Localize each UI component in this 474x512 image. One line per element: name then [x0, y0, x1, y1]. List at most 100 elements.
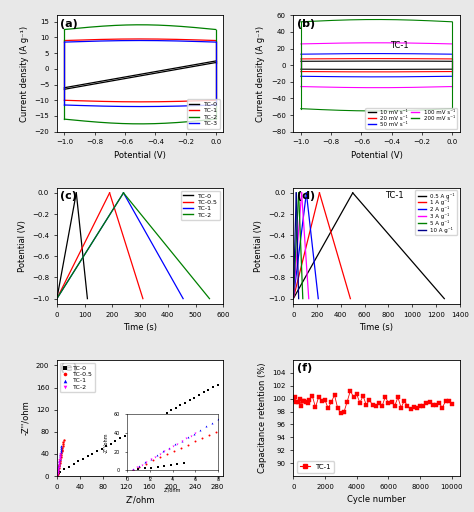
TC-2 — [56, 455, 64, 463]
TC-1 — [56, 455, 64, 463]
TC-0 — [61, 465, 68, 473]
TC-1 — [54, 470, 61, 478]
Text: (d): (d) — [297, 191, 315, 201]
TC-1 — [57, 444, 65, 452]
TC-0 — [65, 462, 73, 471]
TC-0 — [98, 444, 105, 453]
TC-0.5 — [55, 466, 62, 474]
TC-0.5 — [55, 464, 63, 473]
TC-0 — [163, 409, 170, 417]
Y-axis label: Capacitance retention (%): Capacitance retention (%) — [257, 362, 266, 473]
Y-axis label: -Z''/ohm: -Z''/ohm — [21, 400, 30, 435]
Legend: TC-0, TC-0.5, TC-1, TC-2: TC-0, TC-0.5, TC-1, TC-2 — [181, 190, 220, 220]
Legend: 10 mV s⁻¹, 20 mV s⁻¹, 50 mV s⁻¹, 100 mV s⁻¹, 200 mV s⁻¹: 10 mV s⁻¹, 20 mV s⁻¹, 50 mV s⁻¹, 100 mV … — [365, 108, 457, 129]
TC-0.5 — [58, 447, 65, 456]
X-axis label: Z'/ohm: Z'/ohm — [126, 495, 155, 504]
TC-1 — [54, 467, 62, 476]
TC-0.5 — [57, 453, 64, 461]
TC-1 — [56, 452, 64, 460]
TC-0 — [191, 393, 198, 401]
TC-0 — [149, 416, 156, 424]
Legend: TC-1: TC-1 — [297, 461, 334, 473]
TC-0 — [56, 467, 64, 476]
TC-0.5 — [57, 451, 65, 459]
TC-0.5 — [54, 468, 62, 476]
TC-0.5 — [54, 470, 61, 478]
TC-2 — [56, 450, 64, 458]
Text: (e): (e) — [60, 364, 78, 373]
TC-0 — [186, 396, 193, 404]
TC-0 — [116, 434, 124, 442]
TC-0 — [182, 398, 189, 407]
TC-1 — [55, 457, 63, 465]
TC-0.5 — [58, 445, 66, 454]
TC-2 — [55, 456, 63, 464]
TC-0 — [56, 467, 64, 476]
Text: (a): (a) — [60, 19, 78, 29]
TC-0 — [158, 411, 166, 419]
TC-1 — [57, 448, 64, 456]
TC-0.5 — [59, 440, 67, 448]
Text: (c): (c) — [60, 191, 77, 201]
Text: (f): (f) — [297, 364, 312, 373]
TC-0 — [130, 426, 138, 435]
TC-1 — [58, 441, 65, 450]
X-axis label: Cycle number: Cycle number — [347, 495, 406, 504]
Y-axis label: Potential (V): Potential (V) — [254, 220, 263, 272]
TC-0 — [200, 388, 208, 396]
TC-0 — [107, 439, 115, 447]
TC-0 — [55, 468, 63, 476]
TC-0 — [167, 406, 175, 414]
TC-2 — [54, 472, 61, 480]
Legend: TC-0, TC-0.5, TC-1, TC-2: TC-0, TC-0.5, TC-1, TC-2 — [60, 363, 95, 392]
TC-0.5 — [60, 436, 68, 444]
TC-0.5 — [55, 462, 63, 471]
TC-0 — [79, 455, 87, 463]
TC-1 — [54, 472, 61, 480]
TC-1 — [55, 463, 62, 471]
Text: TC-1: TC-1 — [390, 41, 409, 50]
TC-0.5 — [56, 459, 64, 467]
TC-0.5 — [56, 457, 64, 465]
TC-2 — [55, 461, 63, 469]
Text: TC-1: TC-1 — [385, 191, 403, 200]
Text: (b): (b) — [297, 19, 315, 29]
TC-0 — [139, 421, 147, 430]
X-axis label: Time (s): Time (s) — [123, 323, 157, 332]
TC-0 — [195, 391, 203, 399]
TC-0.5 — [59, 442, 66, 450]
TC-0 — [55, 471, 62, 479]
TC-0 — [89, 450, 96, 458]
Y-axis label: Current density (A g⁻¹): Current density (A g⁻¹) — [20, 26, 29, 122]
TC-1 — [57, 446, 64, 454]
TC-2 — [55, 458, 63, 466]
TC-0 — [121, 432, 128, 440]
TC-0 — [102, 442, 110, 450]
Legend: 0.5 A g⁻¹, 1 A g⁻¹, 2 A g⁻¹, 3 A g⁻¹, 5 A g⁻¹, 10 A g⁻¹: 0.5 A g⁻¹, 1 A g⁻¹, 2 A g⁻¹, 3 A g⁻¹, 5 … — [415, 190, 457, 235]
TC-0 — [154, 414, 161, 422]
Y-axis label: Current density (A g⁻¹): Current density (A g⁻¹) — [256, 26, 265, 122]
TC-0.5 — [56, 455, 64, 463]
TC-0.5 — [55, 460, 63, 468]
TC-0 — [112, 437, 119, 445]
TC-0.5 — [57, 449, 65, 457]
TC-0 — [54, 472, 61, 480]
X-axis label: Potential (V): Potential (V) — [114, 151, 166, 160]
TC-0 — [93, 447, 100, 455]
TC-0 — [135, 424, 143, 432]
TC-0 — [55, 470, 62, 478]
TC-0 — [177, 401, 184, 409]
TC-2 — [55, 464, 62, 472]
X-axis label: Time (s): Time (s) — [360, 323, 393, 332]
TC-0.5 — [60, 438, 67, 446]
TC-0 — [54, 471, 62, 479]
Y-axis label: Potential (V): Potential (V) — [18, 220, 27, 272]
TC-0 — [55, 470, 63, 478]
TC-2 — [55, 462, 62, 471]
TC-0 — [74, 457, 82, 465]
TC-2 — [55, 465, 62, 474]
TC-2 — [54, 467, 62, 475]
TC-0 — [84, 452, 91, 460]
X-axis label: Potential (V): Potential (V) — [351, 151, 402, 160]
TC-2 — [56, 452, 64, 460]
